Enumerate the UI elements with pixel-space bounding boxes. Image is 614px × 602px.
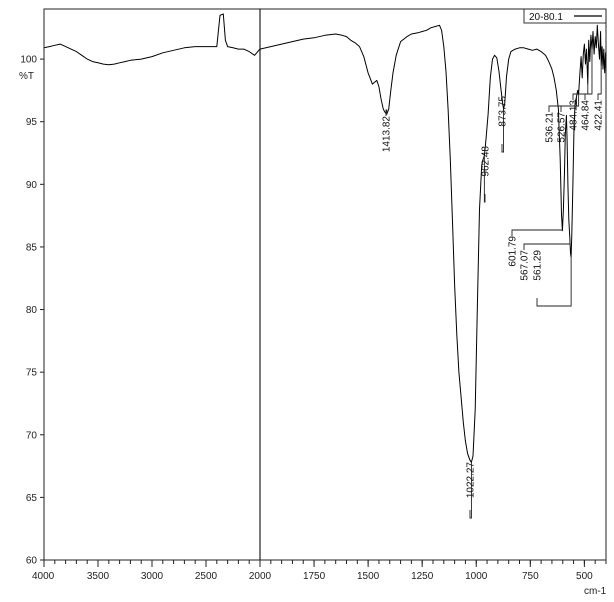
peak-label: 561.29 [533, 250, 544, 281]
peak-label: 567.07 [520, 250, 531, 281]
peak-label: 526.57 [557, 112, 568, 143]
y-tick-label: 80 [26, 305, 38, 316]
peak-leader-line [560, 94, 580, 112]
peak-label: 464.84 [581, 100, 592, 131]
peak-label: 873.75 [498, 96, 509, 127]
y-tick-label: 85 [26, 242, 38, 253]
peak-annotations: 1413.82 1022.27 962.48 873.75 601.79 567.07 56… [382, 49, 605, 519]
x-tick-label: 2000 [249, 571, 272, 582]
peak-label: 1413.82 [382, 116, 393, 153]
x-axis-title: cm-1 [584, 586, 607, 597]
x-tick-label: 1500 [357, 571, 380, 582]
y-tick-label: 90 [26, 180, 38, 191]
peak-leader-line [511, 229, 563, 236]
x-tick-label: 1250 [411, 571, 434, 582]
peak-leader-line [501, 109, 505, 153]
series-group [43, 13, 607, 463]
peak-label: 601.79 [508, 236, 519, 267]
y-tick-label: 100 [20, 55, 37, 66]
y-axis-ticks: 60 65 70 75 80 85 90 95 100 [20, 55, 44, 567]
peak-leader-line [597, 65, 602, 100]
y-tick-label: 65 [26, 493, 38, 504]
peak-leader-line [385, 109, 388, 116]
x-tick-label: 3000 [141, 571, 164, 582]
peak-leader-line [483, 155, 486, 203]
y-tick-label: 95 [26, 117, 38, 128]
y-tick-label: 75 [26, 368, 38, 379]
spectrum-line [43, 13, 607, 463]
x-tick-label: 4000 [32, 571, 55, 582]
x-tick-label: 3500 [87, 571, 110, 582]
x-axis-ticks: 4000 3500 3000 2500 2000 1750 1500 1250 1000 750 5… [32, 560, 607, 582]
y-tick-label: 70 [26, 430, 38, 441]
x-tick-label: 750 [522, 571, 539, 582]
y-axis-title: %T [19, 71, 34, 82]
x-tick-label: 1000 [465, 571, 488, 582]
peak-label: 962.48 [481, 146, 492, 177]
peak-leader-line [536, 256, 572, 307]
legend-series-label: 20-80.1 [529, 12, 563, 23]
peak-label: 1022.27 [466, 462, 477, 499]
legend: 20-80.1 [523, 8, 607, 24]
y-tick-label: 60 [26, 556, 38, 567]
x-tick-label: 500 [576, 571, 593, 582]
peak-leader-line [572, 84, 589, 100]
x-tick-label: 2500 [195, 571, 218, 582]
plot-frame [43, 8, 607, 561]
peak-leader-line [523, 239, 571, 250]
peak-label: 484.13 [569, 100, 580, 131]
peak-label: 536.21 [545, 112, 556, 143]
peak-leader-line [469, 462, 472, 519]
peak-leader-line [584, 49, 593, 100]
x-tick-label: 1750 [303, 571, 326, 582]
peak-label: 422.41 [594, 100, 605, 131]
